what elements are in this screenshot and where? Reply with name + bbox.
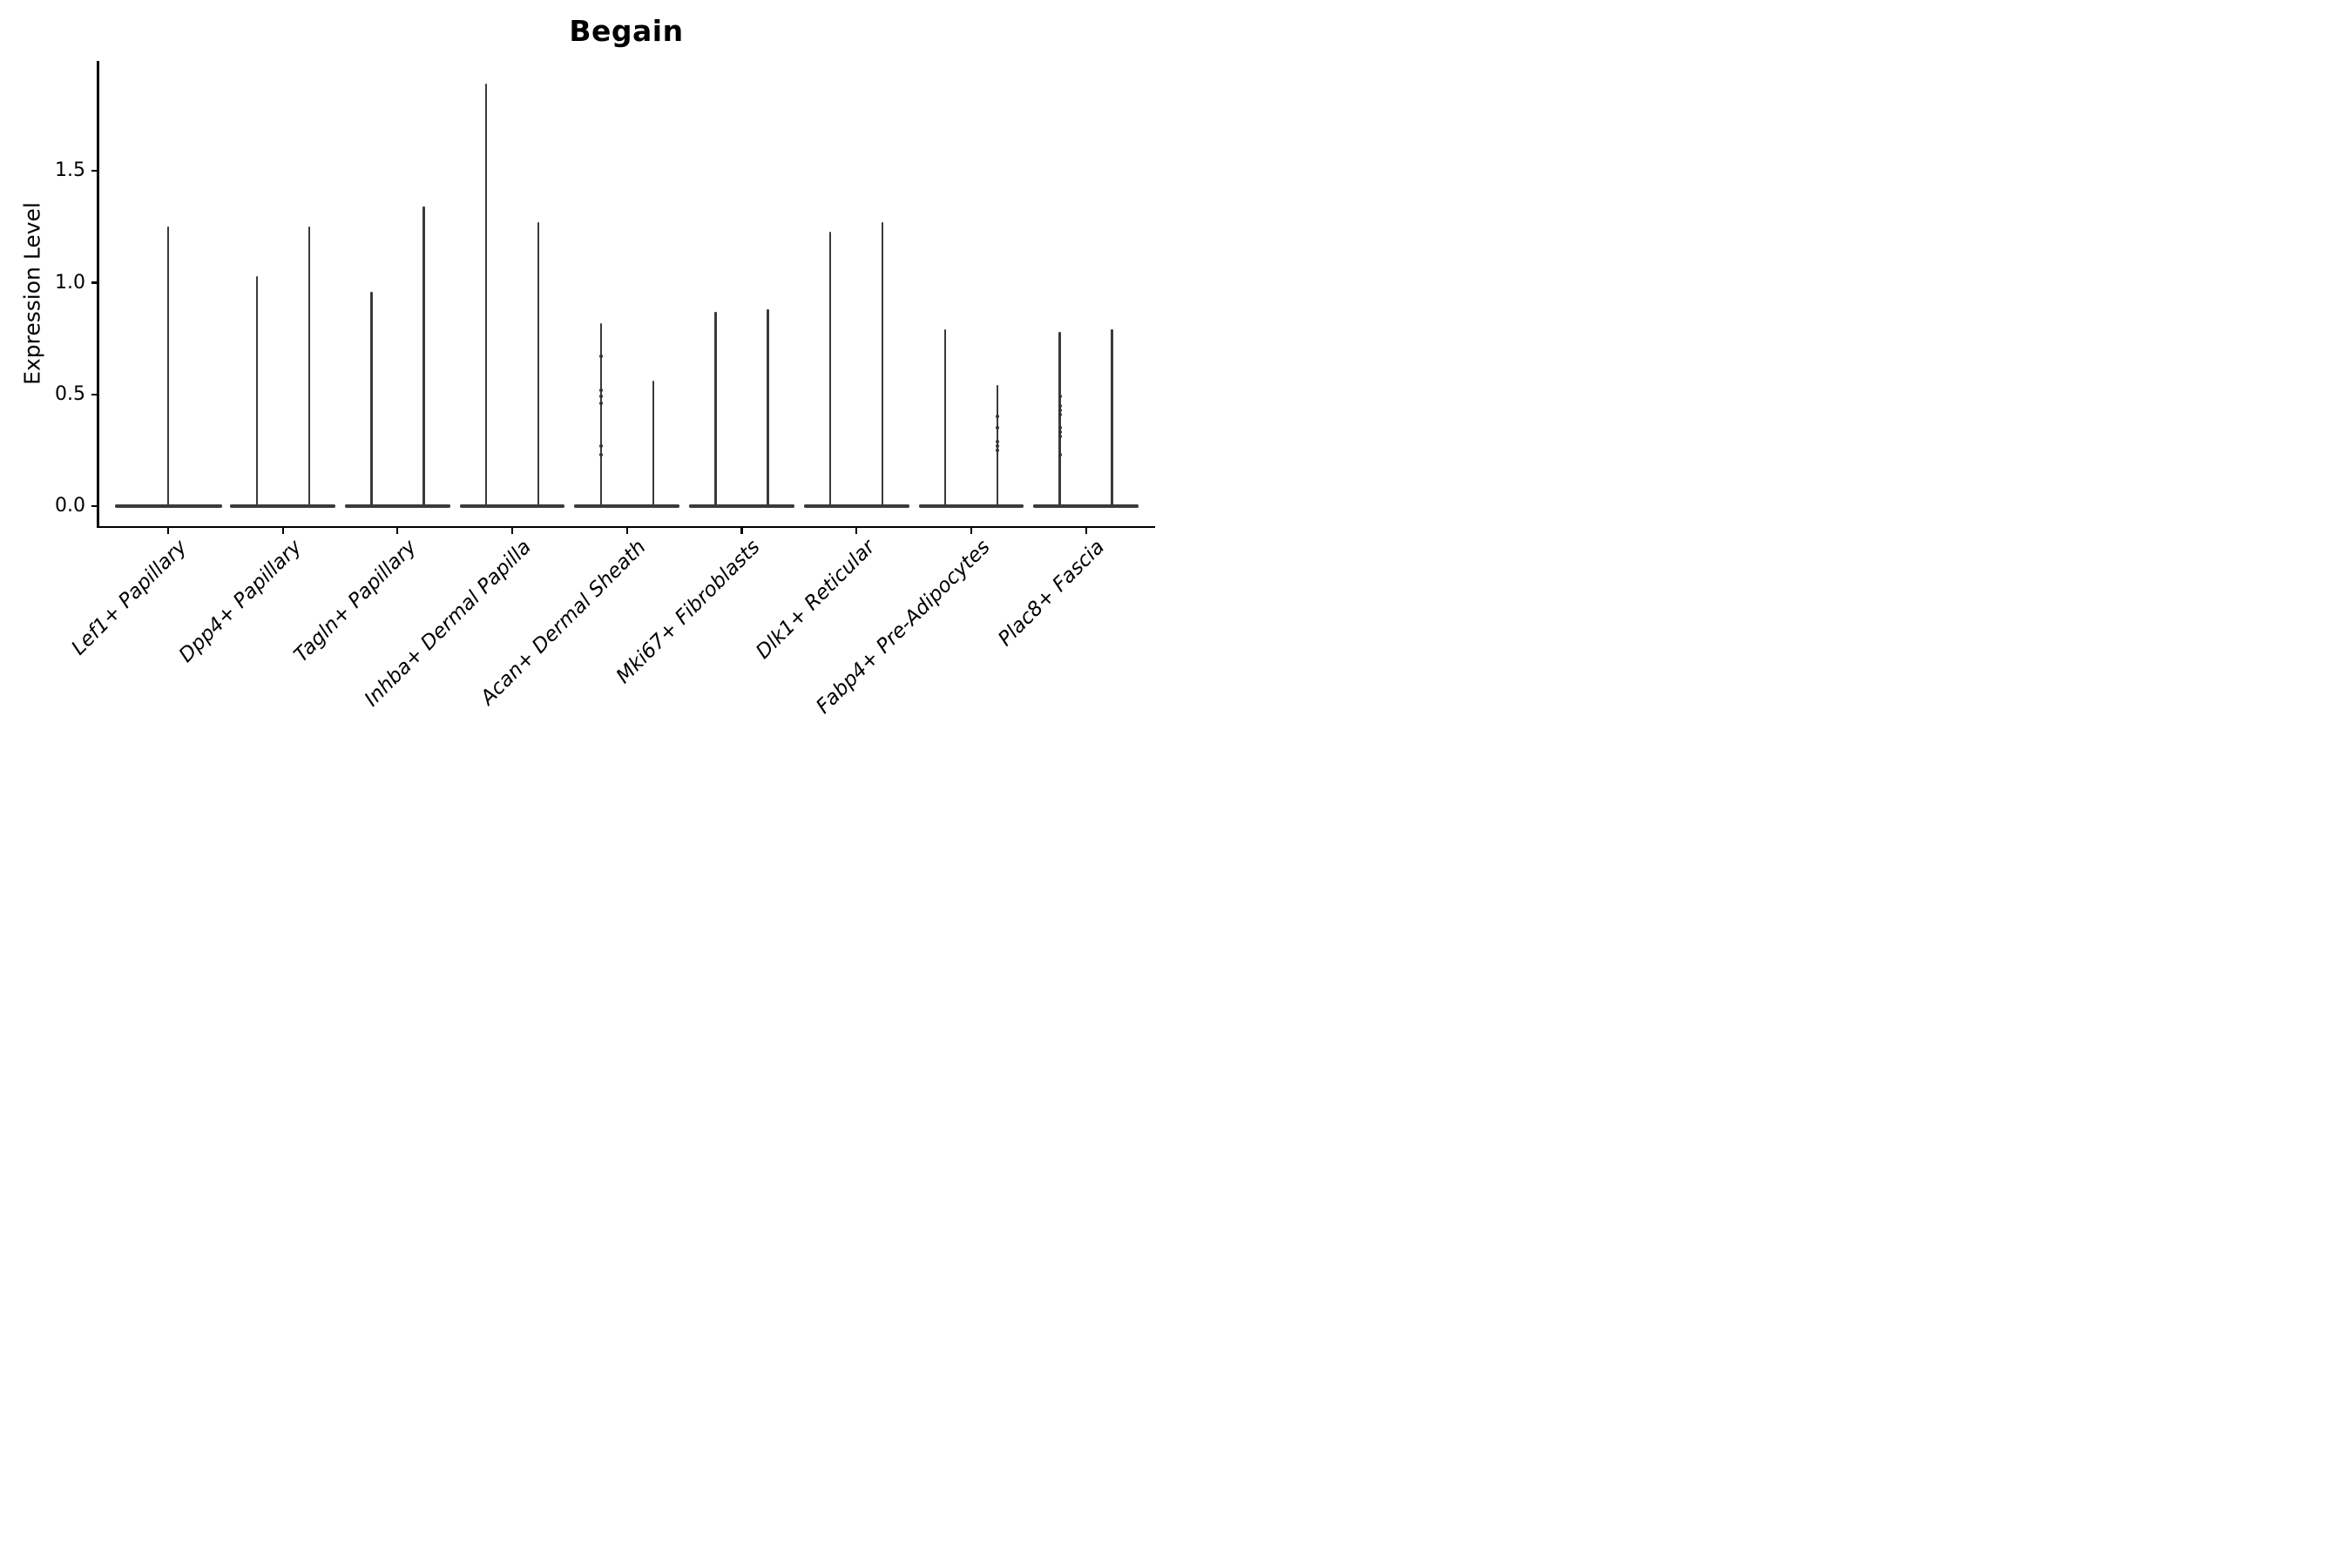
violin-spike bbox=[484, 84, 488, 508]
y-tick-label: 1.0 bbox=[55, 271, 85, 294]
x-axis-category-label: Tagln+ Papillary bbox=[289, 536, 421, 667]
violin-spike bbox=[166, 226, 170, 508]
violin-point-dot bbox=[598, 355, 603, 359]
violin-point-dot bbox=[995, 426, 999, 430]
violin-spike bbox=[370, 291, 373, 508]
x-axis-category-label: Lef1+ Papillary bbox=[67, 536, 192, 660]
violin-point-dot bbox=[598, 443, 603, 448]
violin-point-dot bbox=[995, 448, 999, 452]
violin-baseline bbox=[230, 504, 336, 508]
violin-spike bbox=[308, 226, 310, 508]
violin-spike bbox=[599, 322, 602, 508]
violin-point-dot bbox=[1058, 435, 1062, 439]
x-axis-category-label: Dpp4+ Papillary bbox=[174, 536, 307, 667]
violin-point-dot bbox=[1058, 453, 1062, 456]
violin-point-dot bbox=[598, 388, 603, 392]
violin-point-dot bbox=[995, 439, 999, 443]
left-axis-spine bbox=[97, 61, 99, 528]
y-tick-mark bbox=[91, 393, 98, 395]
y-tick-mark bbox=[91, 504, 98, 508]
violin-baseline bbox=[918, 504, 1024, 508]
violin-point-dot bbox=[1058, 408, 1062, 412]
violin-point-dot bbox=[598, 402, 603, 405]
y-tick-mark bbox=[91, 281, 98, 284]
violin-baseline bbox=[345, 504, 450, 508]
x-axis-category-label: Plac8+ Fascia bbox=[994, 536, 1109, 651]
y-tick-label: 0.0 bbox=[55, 495, 85, 517]
violin-spike bbox=[1058, 331, 1061, 508]
violin-baseline bbox=[574, 504, 680, 508]
violin-spike bbox=[537, 222, 540, 508]
violin-point-dot bbox=[995, 443, 999, 448]
violin-spike bbox=[422, 206, 425, 508]
violin-baseline bbox=[803, 504, 909, 508]
y-tick-label: 0.5 bbox=[55, 382, 85, 405]
chart-title: Begain bbox=[569, 14, 684, 48]
x-tick-mark bbox=[625, 528, 628, 534]
violin-baseline bbox=[459, 504, 565, 508]
violin-spike bbox=[943, 329, 947, 508]
violin-baseline bbox=[689, 504, 794, 508]
x-axis-category-label: Dlk1+ Reticular bbox=[751, 536, 880, 664]
violin-point-dot bbox=[1058, 403, 1062, 408]
x-tick-mark bbox=[740, 528, 743, 534]
violin-point-dot bbox=[1058, 412, 1062, 416]
violin-spike bbox=[882, 222, 884, 508]
violin-point-dot bbox=[1058, 395, 1062, 399]
y-tick-label: 1.5 bbox=[55, 159, 85, 182]
violin-point-dot bbox=[1058, 426, 1062, 430]
violin-point-dot bbox=[995, 415, 999, 419]
violin-spike bbox=[652, 381, 654, 508]
violin-spike bbox=[1111, 329, 1113, 508]
y-tick-mark bbox=[91, 170, 98, 172]
x-tick-mark bbox=[281, 528, 284, 534]
x-tick-mark bbox=[166, 528, 170, 534]
violin-point-dot bbox=[598, 395, 603, 399]
bottom-axis-spine bbox=[97, 525, 1155, 529]
violin-spike bbox=[255, 275, 258, 508]
violin-point-dot bbox=[1058, 430, 1062, 435]
x-tick-mark bbox=[1085, 528, 1087, 534]
x-tick-mark bbox=[396, 528, 399, 534]
violin-spike bbox=[714, 311, 717, 508]
violin-spike bbox=[767, 309, 769, 508]
violin-spike bbox=[829, 231, 832, 508]
violin-plot-figure: Begain Expression Level 0.0 0.5 1.0 1.5 Lef1… bbox=[0, 0, 1176, 784]
x-tick-mark bbox=[511, 528, 514, 534]
x-tick-mark bbox=[970, 528, 972, 534]
violin-point-dot bbox=[598, 453, 603, 456]
violin-baseline bbox=[1033, 504, 1139, 508]
x-tick-mark bbox=[855, 528, 858, 534]
